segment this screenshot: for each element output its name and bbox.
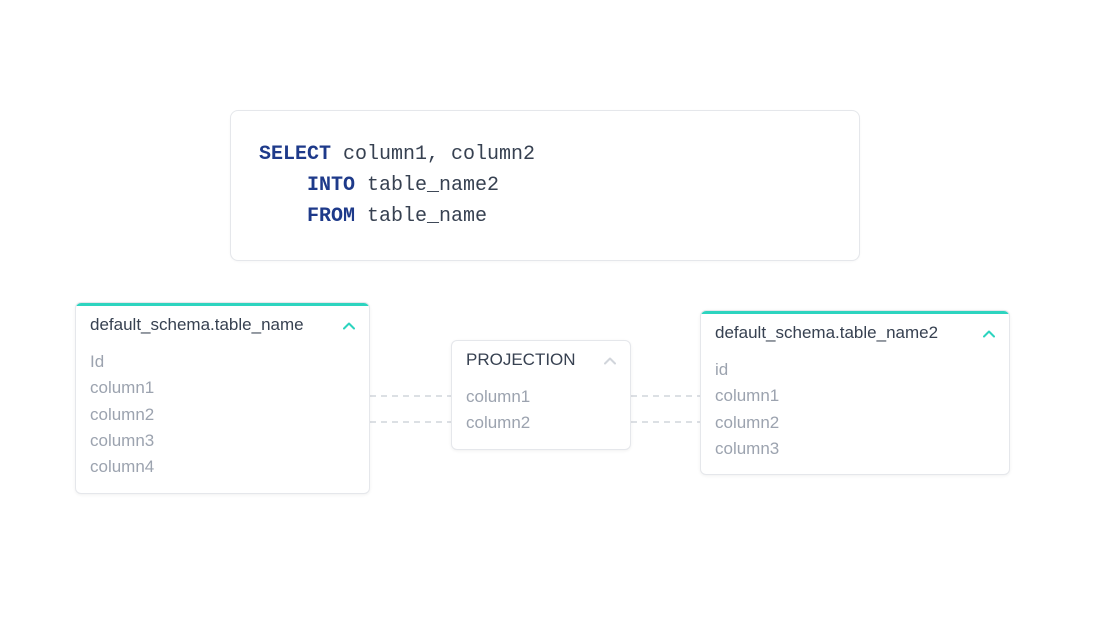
sql-text: table_name: [355, 205, 487, 228]
entity-row: column1: [90, 375, 355, 401]
chevron-up-icon[interactable]: [604, 352, 616, 368]
entity-header[interactable]: PROJECTION: [452, 341, 630, 380]
entity-header[interactable]: default_schema.table_name2: [701, 314, 1009, 353]
entity-row: column1: [715, 383, 995, 409]
entity-source-table: default_schema.table_nameIdcolumn1column…: [75, 302, 370, 494]
entity-projection: PROJECTION column1column2: [451, 340, 631, 450]
sql-text: [259, 205, 307, 228]
entity-body: Idcolumn1column2column3column4: [76, 345, 369, 493]
entity-row: Id: [90, 349, 355, 375]
entity-title: PROJECTION: [466, 350, 576, 370]
entity-title: default_schema.table_name2: [715, 323, 938, 343]
entity-target-table: default_schema.table_name2idcolumn1colum…: [700, 310, 1010, 475]
entity-row: column2: [90, 402, 355, 428]
code-line: INTO table_name2: [259, 170, 831, 201]
entity-row: column2: [715, 410, 995, 436]
entity-row: column3: [715, 436, 995, 462]
code-line: SELECT column1, column2: [259, 139, 831, 170]
code-line: FROM table_name: [259, 201, 831, 232]
entity-row: column1: [466, 384, 616, 410]
sql-keyword: SELECT: [259, 143, 331, 166]
entity-row: column4: [90, 454, 355, 480]
entity-row: column2: [466, 410, 616, 436]
entity-row: id: [715, 357, 995, 383]
entity-body: column1column2: [452, 380, 630, 449]
entity-title: default_schema.table_name: [90, 315, 304, 335]
entity-row: column3: [90, 428, 355, 454]
sql-keyword: INTO: [307, 174, 355, 197]
sql-text: column1, column2: [331, 143, 535, 166]
sql-text: table_name2: [355, 174, 499, 197]
chevron-up-icon[interactable]: [983, 325, 995, 341]
chevron-up-icon[interactable]: [343, 317, 355, 333]
entity-body: idcolumn1column2column3: [701, 353, 1009, 474]
entity-header[interactable]: default_schema.table_name: [76, 306, 369, 345]
sql-keyword: FROM: [307, 205, 355, 228]
sql-text: [259, 174, 307, 197]
sql-code-block: SELECT column1, column2 INTO table_name2…: [230, 110, 860, 261]
